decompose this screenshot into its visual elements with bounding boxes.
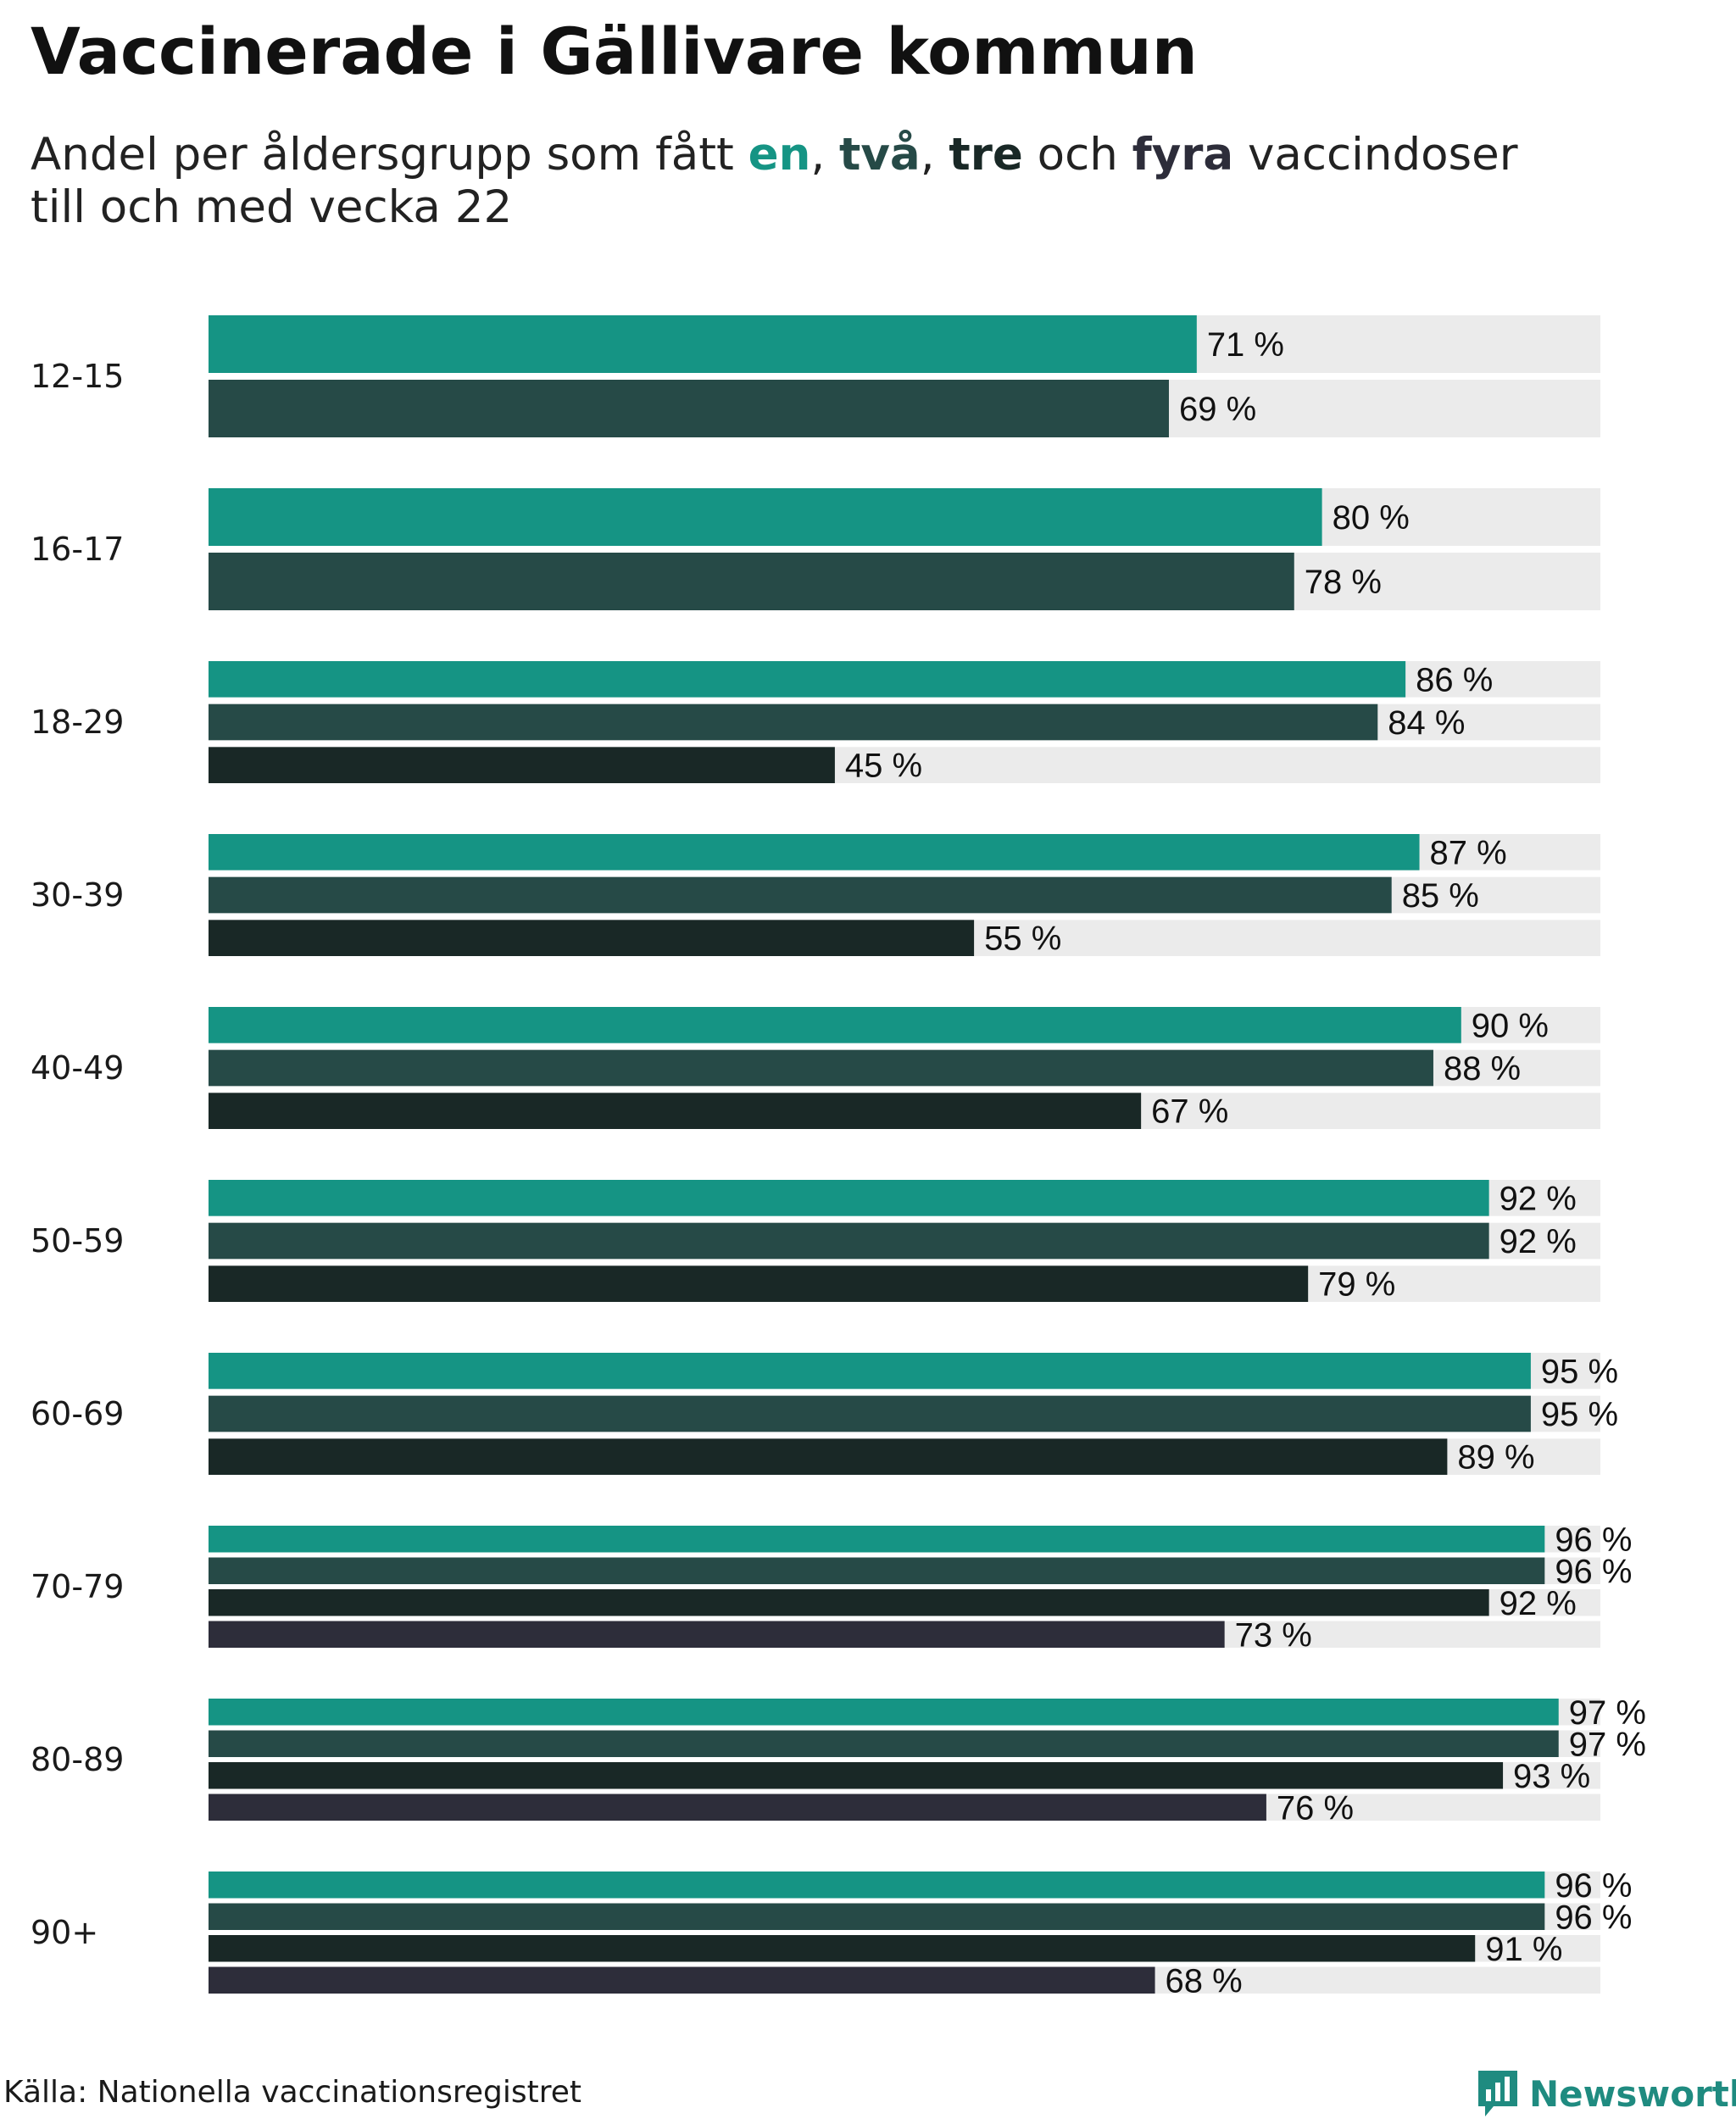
subtitle-prefix: Andel per åldersgrupp som fått [31,129,748,181]
data-label: 89 % [1457,1439,1534,1477]
category-label: 40-49 [31,1049,124,1087]
chart-title: Vaccinerade i Gällivare kommun [31,14,1198,89]
data-label: 80 % [1333,499,1410,537]
bar-tre [209,1589,1489,1616]
bar-tre [209,1265,1309,1302]
data-label: 96 % [1555,1867,1632,1905]
data-label: 45 % [845,748,922,785]
bar-en [209,1526,1545,1553]
bar-fyra [209,1966,1155,1994]
data-label: 95 % [1541,1353,1618,1390]
category-label: 70-79 [31,1568,124,1605]
data-label: 97 % [1569,1726,1646,1763]
bar-en [209,661,1406,698]
bar-en [209,488,1322,546]
age-group-40-49: 40-49 90 % 88 % 67 % [31,1007,1600,1131]
data-label: 76 % [1277,1789,1354,1827]
bar-två [209,1557,1545,1584]
bar-två [209,1903,1545,1930]
data-label: 87 % [1430,834,1507,871]
source-note: Källa: Nationella vaccinationsregistret [3,2075,581,2110]
bar-tre [209,1438,1448,1475]
data-label: 92 % [1500,1585,1577,1622]
age-group-12-15: 12-15 71 % 69 % [31,315,1600,437]
subtitle-key-three-doses: tre [949,129,1023,181]
data-label: 93 % [1513,1758,1590,1795]
bar-en [209,1007,1461,1043]
bar-två [209,1049,1433,1087]
data-label: 96 % [1555,1521,1632,1559]
data-label: 68 % [1166,1962,1243,1999]
bar-två [209,1395,1531,1432]
data-label: 91 % [1485,1931,1562,1968]
data-label: 92 % [1500,1223,1577,1260]
newsworthy-logo: Newsworthy [1477,2068,1736,2119]
category-label: 60-69 [31,1395,124,1432]
bar-chart: 12-15 71 % 69 % 16-17 80 % 78 % 18-29 86 % 84 % 4… [31,315,1646,2000]
data-label: 78 % [1305,564,1382,601]
category-label: 12-15 [31,358,124,395]
category-label: 50-59 [31,1222,124,1260]
data-label: 84 % [1388,704,1465,742]
bar-en [209,834,1420,870]
subtitle-separator: , [920,129,949,181]
subtitle-line-2: till och med vecka 22 [31,181,513,233]
data-label: 92 % [1500,1180,1577,1217]
bar-två [209,380,1169,437]
data-label: 86 % [1416,661,1493,698]
newsworthy-logo-icon [1478,2071,1517,2116]
data-label: 67 % [1151,1093,1228,1131]
data-label: 69 % [1179,391,1256,428]
bar-två [209,553,1294,610]
bar-tre [209,1935,1476,1962]
data-label: 55 % [984,920,1061,958]
category-label: 16-17 [31,531,124,568]
subtitle-key-four-doses: fyra [1132,129,1234,181]
bar-fyra [209,1794,1266,1821]
category-label: 30-39 [31,876,124,914]
bar-tre [209,1762,1504,1789]
bar-två [209,1222,1489,1260]
subtitle-key-two-doses: två [839,129,921,181]
data-label: 96 % [1555,1553,1632,1590]
category-label: 90+ [31,1914,98,1951]
data-label: 90 % [1472,1007,1549,1044]
data-label: 96 % [1555,1899,1632,1936]
subtitle-suffix: vaccindoser [1233,129,1518,181]
data-label: 97 % [1569,1694,1646,1732]
bar-tre [209,747,835,783]
category-label: 18-29 [31,704,124,741]
data-label: 79 % [1318,1266,1395,1304]
subtitle-separator: och [1022,129,1132,181]
bar-en [209,315,1197,373]
bar-en [209,1353,1531,1389]
bar-en [209,1180,1489,1216]
chart-subtitle: Andel per åldersgrupp som fått en, två, … [31,129,1641,234]
bar-två [209,704,1378,741]
age-group-50-59: 50-59 92 % 92 % 79 % [31,1180,1600,1304]
subtitle-separator: , [810,129,840,181]
bar-en [209,1699,1559,1726]
age-group-30-39: 30-39 87 % 85 % 55 % [31,834,1600,958]
subtitle-key-one-dose: en [748,129,811,181]
newsworthy-brand-name: Newsworthy [1529,2072,1736,2115]
age-group-16-17: 16-17 80 % 78 % [31,488,1600,610]
data-label: 95 % [1541,1396,1618,1433]
age-group-18-29: 18-29 86 % 84 % 45 % [31,661,1600,785]
data-label: 85 % [1402,877,1479,915]
bar-två [209,876,1392,914]
bar-två [209,1730,1559,1757]
bar-tre [209,1093,1142,1129]
bar-tre [209,920,975,956]
data-label: 73 % [1235,1616,1312,1654]
age-group-90+: 90+96 %96 %91 %68 % [31,1867,1632,2000]
category-label: 80-89 [31,1741,124,1778]
data-label: 71 % [1207,326,1284,364]
data-label: 88 % [1444,1050,1521,1087]
bar-en [209,1872,1545,1899]
bar-fyra [209,1621,1225,1648]
